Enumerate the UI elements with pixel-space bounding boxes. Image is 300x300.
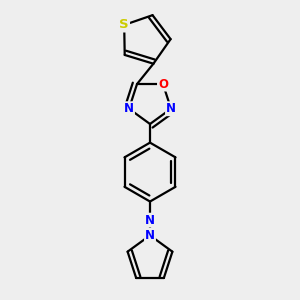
Text: N: N <box>166 102 176 115</box>
Text: N: N <box>145 214 155 227</box>
Text: S: S <box>119 18 129 32</box>
Text: N: N <box>145 229 155 242</box>
Text: O: O <box>158 77 168 91</box>
Text: N: N <box>124 102 134 115</box>
